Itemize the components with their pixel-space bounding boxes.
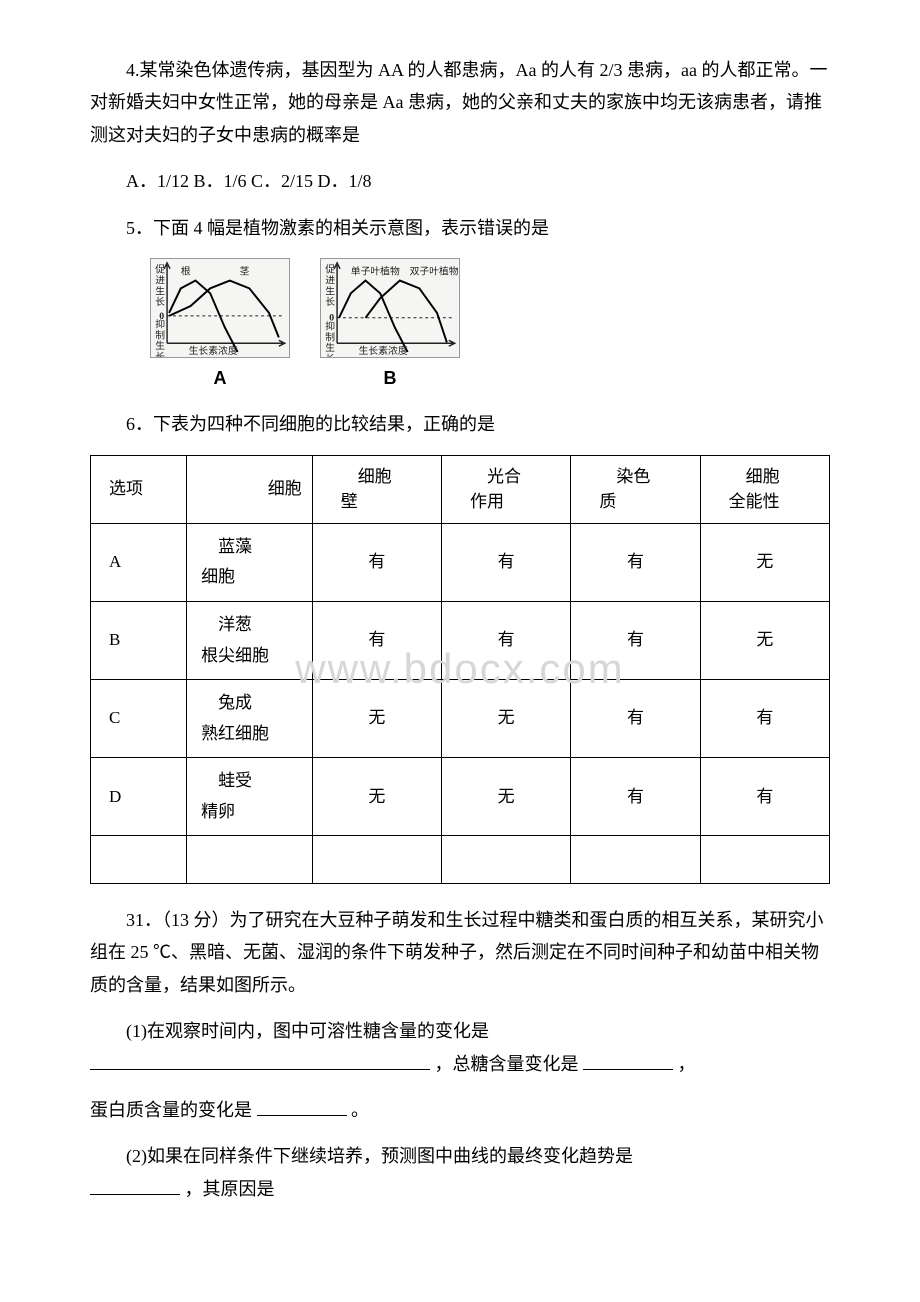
q31-p1-d: 。 — [351, 1100, 369, 1120]
svg-text:单子叶植物: 单子叶植物 — [351, 265, 400, 278]
q31-p1-a: (1)在观察时间内，图中可溶性糖含量的变化是 — [126, 1021, 489, 1041]
svg-text:生长素浓度: 生长素浓度 — [189, 344, 238, 357]
table-cell: 蓝藻细胞 — [187, 523, 313, 601]
svg-text:生: 生 — [155, 284, 165, 297]
svg-text:生: 生 — [325, 341, 335, 354]
table-cell: 有 — [571, 758, 700, 836]
table-cell: 无 — [312, 680, 441, 758]
table-cell: 蛙受精卵 — [187, 758, 313, 836]
table-wrapper: www.bdocx.com 选项细胞 细胞壁 光合作用 染色质 细胞全能性A 蓝… — [90, 455, 830, 884]
table-cell: A — [91, 523, 187, 601]
q5-figures: 促进生长抑制生长0生长素浓度根茎 A 促进生长抑制生长0生长素浓度单子叶植物双子… — [150, 258, 830, 394]
table-cell: 有 — [312, 601, 441, 679]
table-cell — [312, 836, 441, 884]
q31-p2-b: ，其原因是 — [185, 1179, 275, 1199]
svg-text:0: 0 — [159, 311, 164, 322]
table-row: D 蛙受精卵无无有有 — [91, 758, 830, 836]
table-cell: 洋葱根尖细胞 — [187, 601, 313, 679]
svg-text:制: 制 — [325, 330, 335, 343]
blank-3 — [257, 1096, 347, 1116]
q4-options: A．1/12 B．1/6 C．2/15 D．1/8 — [90, 165, 830, 197]
table-row-empty — [91, 836, 830, 884]
table-cell: C — [91, 680, 187, 758]
figure-b-chart: 促进生长抑制生长0生长素浓度单子叶植物双子叶植物 — [320, 258, 460, 358]
table-cell: 有 — [571, 680, 700, 758]
figure-a-label: A — [214, 362, 227, 394]
table-cell: 兔成熟红细胞 — [187, 680, 313, 758]
table-cell: 有 — [442, 601, 571, 679]
svg-text:0: 0 — [329, 313, 334, 324]
svg-text:长: 长 — [155, 351, 165, 358]
svg-text:促: 促 — [155, 263, 165, 276]
svg-text:制: 制 — [155, 328, 165, 341]
q31-part1: (1)在观察时间内，图中可溶性糖含量的变化是 ，总糖含量变化是 ， — [90, 1015, 830, 1080]
table-cell: 无 — [442, 680, 571, 758]
svg-text:长: 长 — [325, 296, 335, 308]
table-cell: 有 — [700, 758, 829, 836]
table-cell — [571, 836, 700, 884]
table-header: 细胞 — [187, 455, 313, 523]
table-header: 细胞全能性 — [700, 455, 829, 523]
table-cell: 有 — [312, 523, 441, 601]
figure-b-box: 促进生长抑制生长0生长素浓度单子叶植物双子叶植物 B — [320, 258, 460, 394]
figure-b-label: B — [384, 362, 397, 394]
table-header: 细胞壁 — [312, 455, 441, 523]
q6-text: 6．下表为四种不同细胞的比较结果，正确的是 — [90, 408, 830, 440]
table-row: B 洋葱根尖细胞有有有无 — [91, 601, 830, 679]
q31-p1-c-text: 蛋白质含量的变化是 — [90, 1100, 252, 1120]
svg-text:长: 长 — [155, 296, 165, 308]
comparison-table: 选项细胞 细胞壁 光合作用 染色质 细胞全能性A 蓝藻细胞有有有无B 洋葱根尖细… — [90, 455, 830, 884]
table-header: 选项 — [91, 455, 187, 523]
figure-a-chart: 促进生长抑制生长0生长素浓度根茎 — [150, 258, 290, 358]
table-cell: B — [91, 601, 187, 679]
table-row: C 兔成熟红细胞无无有有 — [91, 680, 830, 758]
figure-a-box: 促进生长抑制生长0生长素浓度根茎 A — [150, 258, 290, 394]
table-header: 光合作用 — [442, 455, 571, 523]
table-cell — [442, 836, 571, 884]
table-cell: 无 — [442, 758, 571, 836]
svg-text:双子叶植物: 双子叶植物 — [410, 265, 459, 278]
q31-p1-b: ，总糖含量变化是 — [435, 1054, 579, 1074]
svg-text:长: 长 — [325, 353, 335, 358]
svg-text:生: 生 — [155, 339, 165, 352]
svg-text:生长素浓度: 生长素浓度 — [359, 344, 408, 357]
svg-text:根: 根 — [181, 265, 191, 278]
svg-text:茎: 茎 — [240, 266, 250, 278]
table-cell: 无 — [312, 758, 441, 836]
table-cell — [187, 836, 313, 884]
table-cell: 有 — [700, 680, 829, 758]
table-header: 染色质 — [571, 455, 700, 523]
blank-4 — [90, 1175, 180, 1195]
svg-text:进: 进 — [325, 274, 335, 286]
q31-intro: 31．（13 分）为了研究在大豆种子萌发和生长过程中糖类和蛋白质的相互关系，某研… — [90, 904, 830, 1001]
blank-2 — [583, 1050, 673, 1070]
svg-text:促: 促 — [325, 263, 335, 276]
q4-text: 4.某常染色体遗传病，基因型为 AA 的人都患病，Aa 的人有 2/3 患病，a… — [90, 54, 830, 151]
table-cell: 无 — [700, 601, 829, 679]
q5-text: 5．下面 4 幅是植物激素的相关示意图，表示错误的是 — [90, 212, 830, 244]
table-cell — [91, 836, 187, 884]
table-cell: 有 — [571, 601, 700, 679]
svg-text:生: 生 — [325, 284, 335, 297]
table-cell — [700, 836, 829, 884]
blank-1 — [90, 1050, 430, 1070]
table-cell: D — [91, 758, 187, 836]
table-cell: 无 — [700, 523, 829, 601]
svg-text:进: 进 — [155, 274, 165, 286]
q31-part2: (2)如果在同样条件下继续培养，预测图中曲线的最终变化趋势是 ，其原因是 — [90, 1140, 830, 1205]
q31-p2-a: (2)如果在同样条件下继续培养，预测图中曲线的最终变化趋势是 — [126, 1146, 633, 1166]
table-cell: 有 — [571, 523, 700, 601]
table-cell: 有 — [442, 523, 571, 601]
table-row: A 蓝藻细胞有有有无 — [91, 523, 830, 601]
q31-p1-c-prefix: ， — [678, 1054, 696, 1074]
q31-part1b: 蛋白质含量的变化是 。 — [90, 1094, 830, 1126]
